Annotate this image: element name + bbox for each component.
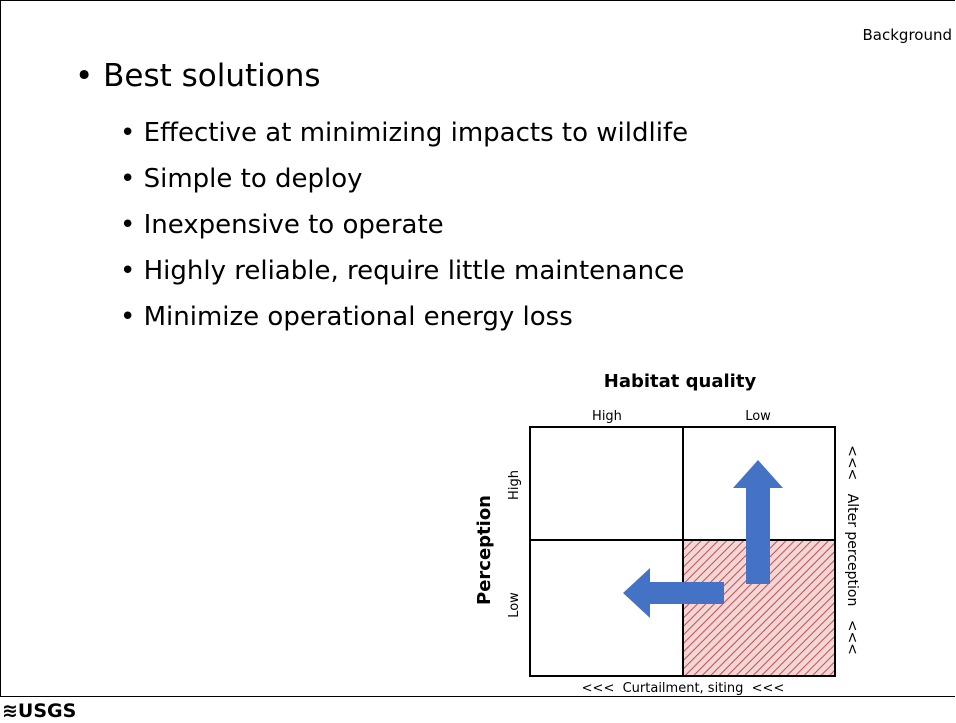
section-label: Background (862, 26, 953, 44)
col-label: High (592, 409, 622, 424)
row-label: Low (507, 592, 522, 618)
slide-frame (0, 0, 955, 697)
logo: ≋USGS (2, 700, 77, 722)
bullet-title-text: Best solutions (103, 58, 321, 94)
bullet: Minimize operational energy loss (120, 302, 688, 348)
right-label: <<< Alter perception <<< (844, 445, 860, 655)
arrow-left (623, 568, 724, 618)
arrow-up (733, 460, 783, 584)
bullet-title: • Best solutions (75, 58, 321, 94)
bullet: Inexpensive to operate (120, 210, 688, 256)
bullet: Highly reliable, require little maintena… (120, 256, 688, 302)
bottom-label: <<< Curtailment, siting <<< (582, 681, 785, 696)
row-label: High (507, 470, 522, 500)
diagram: Habitat quality High Low Perception High… (474, 371, 860, 696)
bullet: Simple to deploy (120, 164, 688, 210)
top-title: Habitat quality (604, 371, 757, 392)
bullet: Effective at minimizing impacts to wildl… (120, 118, 688, 164)
col-label: Low (745, 409, 771, 424)
bullet-list: Effective at minimizing impacts to wildl… (120, 118, 688, 348)
left-title: Perception (474, 495, 495, 605)
